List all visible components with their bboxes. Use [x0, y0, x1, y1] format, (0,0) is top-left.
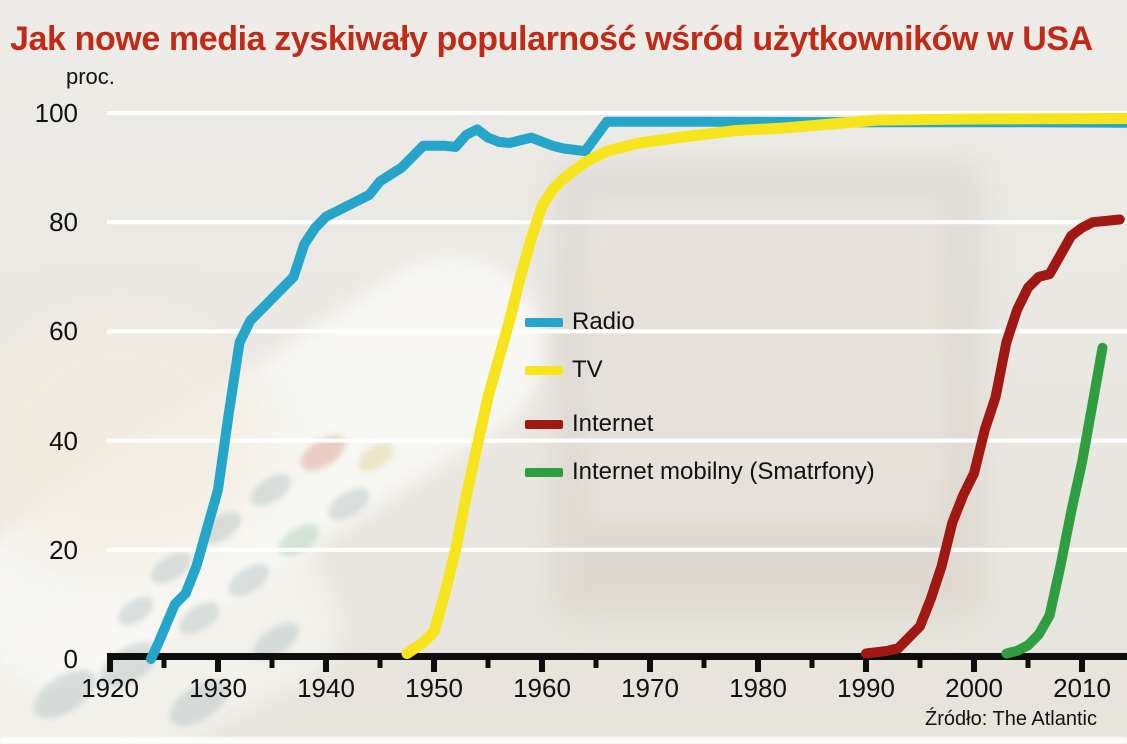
series-line-tv	[401, 113, 1127, 659]
gridline-100	[107, 111, 1127, 115]
x-axis-tick-1980	[755, 660, 761, 672]
legend-item-radio: Radio	[525, 306, 635, 338]
x-axis-tick-2005	[1025, 660, 1031, 668]
gridline-80	[107, 220, 1127, 225]
x-axis-tick-1970	[647, 660, 653, 672]
x-axis-tick-1945	[377, 660, 383, 668]
legend-item-internet: Internet	[525, 408, 653, 440]
legend-label-tv: TV	[572, 356, 603, 383]
x-axis-tick-1965	[593, 660, 599, 668]
x-axis-tick-2010	[1079, 660, 1085, 672]
x-axis-tick-1955	[485, 660, 491, 668]
source-credit: Źródło: The Atlantic	[925, 708, 1097, 730]
x-axis-tick-1930	[215, 660, 221, 672]
legend-swatch-internet-mobilny-smatrfony	[525, 467, 563, 477]
x-axis-tick-1960	[539, 660, 545, 672]
legend-item-tv: TV	[525, 354, 603, 386]
series-line-radio	[146, 116, 1127, 664]
x-axis-tick-1990	[863, 660, 869, 672]
legend-item-internet-mobilny-smatrfony: Internet mobilny (Smatrfony)	[525, 456, 875, 488]
chart-title: Jak nowe media zyskiwały popularność wśr…	[10, 20, 1093, 58]
x-axis-tick-2000	[971, 660, 977, 672]
legend-label-internet: Internet	[572, 410, 654, 437]
x-axis-tick-1940	[323, 660, 329, 672]
x-axis-line	[107, 653, 1127, 660]
legend-label-radio: Radio	[572, 308, 635, 335]
x-axis-tick-1920	[107, 660, 113, 672]
x-axis-tick-1935	[269, 660, 275, 668]
series-line-internet	[861, 214, 1125, 659]
x-axis-tick-1975	[701, 660, 707, 668]
legend-swatch-internet	[525, 419, 563, 429]
legend-swatch-radio	[525, 317, 563, 327]
series-line-internet-mobilny-smatrfony-	[1001, 342, 1108, 659]
x-axis-tick-1950	[431, 660, 437, 672]
legend-swatch-tv	[525, 365, 563, 375]
y-axis-unit-label: proc.	[66, 64, 115, 89]
x-axis-tick-1985	[809, 660, 815, 668]
x-axis-tick-1995	[917, 660, 923, 668]
x-axis-tick-1925	[161, 660, 167, 668]
gridline-20	[107, 547, 1127, 552]
legend-label-internet-mobilny-smatrfony: Internet mobilny (Smatrfony)	[572, 458, 875, 485]
